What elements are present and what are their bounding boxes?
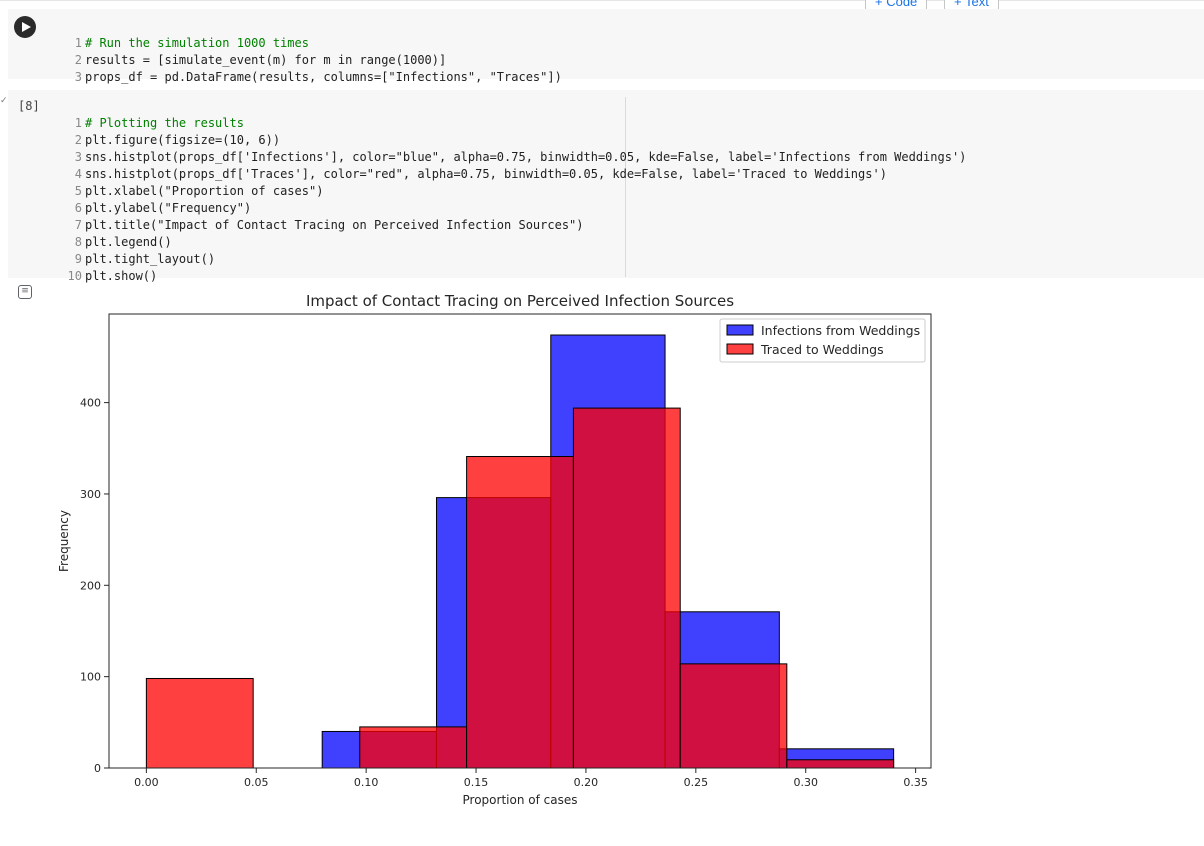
code-line: 1 # Run the simulation 1000 times: [74, 36, 309, 50]
bar-traces-1: [359, 726, 468, 769]
bar-traces-2: [466, 456, 574, 769]
x-axis: 0.00 0.05 0.10 0.15 0.20 0.25 0.30 0.35: [134, 768, 928, 789]
x-tick-label: 0.30: [793, 776, 818, 789]
output-toggle-icon[interactable]: ≡: [18, 285, 32, 299]
histogram-chart: Impact of Contact Tracing on Perceived I…: [57, 292, 932, 807]
x-tick-label: 0.25: [684, 776, 709, 789]
code-line: 5 plt.xlabel("Proportion of cases"): [74, 184, 324, 198]
legend: Infections from Weddings Traced to Weddi…: [719, 318, 926, 363]
legend-label-infections: Infections from Weddings: [761, 323, 920, 338]
code-line: 2 plt.figure(figsize=(10, 6)): [74, 133, 281, 147]
legend-box: [719, 318, 926, 363]
code-line: 3 props_df = pd.DataFrame(results, column…: [74, 70, 562, 84]
code-cell-2[interactable]: [8, 90, 1204, 278]
x-tick-label: 0.35: [903, 776, 928, 789]
code-line: 8 plt.legend(): [74, 235, 172, 249]
legend-label-traces: Traced to Weddings: [760, 342, 884, 357]
y-axis-label: Frequency: [57, 510, 71, 572]
run-cell-button[interactable]: [14, 16, 36, 38]
code-line: 9 plt.tight_layout(): [74, 252, 216, 266]
bars-group: [145, 334, 895, 769]
x-axis-label: Proportion of cases: [463, 793, 578, 807]
y-tick-label: 300: [80, 488, 101, 501]
bar-traces-5: [786, 759, 895, 769]
code-line: 3 sns.histplot(props_df['Infections'], co…: [74, 150, 967, 164]
bar-traces-3: [572, 407, 681, 769]
y-axis: 0 100 200 300 400: [80, 397, 109, 775]
x-tick-label: 0.00: [134, 776, 159, 789]
legend-swatch-traces: [726, 343, 754, 355]
plot-frame: [108, 313, 932, 769]
x-tick-label: 0.05: [244, 776, 269, 789]
code-line: 4 sns.histplot(props_df['Traces'], color=…: [74, 167, 887, 181]
code-line: 10 plt.show(): [67, 269, 158, 283]
x-tick-label: 0.10: [354, 776, 379, 789]
code-line: 6 plt.ylabel("Frequency"): [74, 201, 252, 215]
bar-traces-0: [145, 677, 254, 769]
top-border: [0, 0, 1204, 1]
code-line: 2 results = [simulate_event(m) for m in r…: [74, 53, 447, 67]
y-tick-label: 0: [94, 762, 101, 775]
line-length-ruler: [625, 97, 626, 277]
y-tick-label: 200: [80, 579, 101, 592]
y-tick-label: 100: [80, 671, 101, 684]
execution-count: [8]: [18, 99, 40, 113]
chart-title: Impact of Contact Tracing on Perceived I…: [306, 292, 734, 310]
y-tick-label: 400: [80, 397, 101, 410]
bar-traces-4: [679, 663, 788, 769]
code-cell-1[interactable]: [8, 9, 1204, 79]
code-editor-2[interactable]: 1 # Plotting the results 2 plt.figure(figsi…: [58, 98, 967, 302]
legend-swatch-infections: [726, 324, 754, 336]
code-line: 1 # Plotting the results: [74, 116, 244, 130]
x-tick-label: 0.15: [464, 776, 489, 789]
executed-check-icon: ✓: [0, 96, 8, 106]
code-line: 7 plt.title("Impact of Contact Tracing on…: [74, 218, 584, 232]
x-tick-label: 0.20: [574, 776, 599, 789]
code-editor-1[interactable]: 1 # Run the simulation 1000 times 2 results…: [58, 18, 562, 103]
